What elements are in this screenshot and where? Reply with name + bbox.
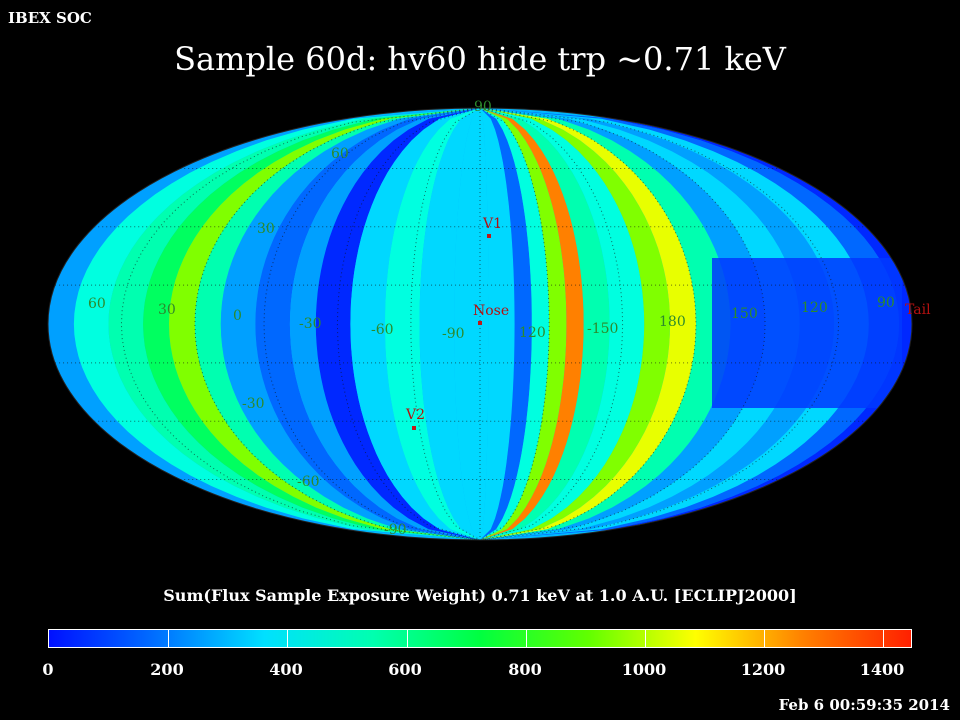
- lat-label-m60: -60: [297, 474, 320, 490]
- meridian-line: [479, 108, 840, 540]
- flux-band: [480, 108, 671, 540]
- flux-band: [350, 108, 480, 540]
- lon-label-90: 90: [877, 295, 895, 311]
- colorbar-separator: [883, 630, 885, 647]
- meridian-line: [120, 108, 481, 540]
- colorbar-tick-600: 600: [388, 660, 422, 679]
- lon-label-m60: -60: [371, 322, 394, 338]
- flux-band: [480, 108, 584, 540]
- v1-marker: [487, 234, 491, 238]
- colorbar-separator: [764, 630, 766, 647]
- colorbar-tick-0: 0: [42, 660, 54, 679]
- lat-label-90: 90: [474, 99, 492, 115]
- lat-label-m90: -90: [384, 522, 407, 538]
- flux-band: [255, 108, 480, 540]
- flux-band: [480, 108, 550, 540]
- colorbar-tick-400: 400: [269, 660, 303, 679]
- tail-label: Tail: [905, 302, 931, 318]
- flux-band: [480, 108, 515, 540]
- lon-label-30: 30: [158, 302, 176, 318]
- flux-band: [480, 108, 610, 540]
- meridian-line: [479, 108, 550, 540]
- lat-label-30: 30: [257, 221, 275, 237]
- meridian-line: [263, 108, 481, 540]
- colorbar-separator: [406, 630, 408, 647]
- flux-band: [480, 108, 731, 540]
- v2-marker: [412, 426, 416, 430]
- lat-label-60: 60: [331, 146, 349, 162]
- lon-label-120a: 120: [519, 325, 546, 341]
- colorbar-separator: [287, 630, 289, 647]
- colorbar-tick-200: 200: [150, 660, 184, 679]
- flux-band: [315, 108, 480, 540]
- meridian-line: [479, 108, 697, 540]
- colorbar-separator: [645, 630, 646, 647]
- org-label: IBEX SOC: [8, 9, 92, 27]
- flux-band: [419, 108, 480, 540]
- map-title: Sample 60d: hv60 hide trp ~0.71 keV: [174, 40, 786, 78]
- v1-label: V1: [482, 216, 502, 232]
- colorbar-separator: [168, 630, 170, 647]
- meridian-line: [410, 108, 481, 540]
- colorbar-tick-1000: 1000: [621, 660, 667, 679]
- meridian-line: [479, 108, 766, 540]
- nose-marker: [478, 321, 482, 325]
- colorbar: [48, 629, 912, 648]
- lon-label-180: 180: [659, 314, 686, 330]
- flux-band: [480, 108, 645, 540]
- low-flux-region: [712, 258, 902, 408]
- timestamp: Feb 6 00:59:35 2014: [778, 696, 950, 714]
- flux-band: [480, 108, 567, 540]
- lon-label-0: 0: [233, 308, 242, 324]
- lon-label-60: 60: [88, 296, 106, 312]
- nose-label: Nose: [473, 303, 509, 319]
- lon-label-120b: 120: [801, 300, 828, 316]
- lon-label-m90: -90: [442, 326, 465, 342]
- colorbar-separator: [525, 630, 527, 647]
- v2-label: V2: [405, 407, 425, 423]
- meridian-line: [194, 108, 481, 540]
- flux-band: [385, 108, 480, 540]
- lon-label-m30: -30: [299, 316, 322, 332]
- flux-band: [480, 108, 532, 540]
- colorbar-tick-1400: 1400: [859, 660, 905, 679]
- colorbar-tick-800: 800: [508, 660, 542, 679]
- colorbar-tick-1200: 1200: [740, 660, 786, 679]
- lat-label-m30: -30: [242, 396, 265, 412]
- colorbar-title: Sum(Flux Sample Exposure Weight) 0.71 ke…: [163, 586, 797, 605]
- lon-label-m150: -150: [587, 321, 618, 337]
- flux-band: [289, 108, 480, 540]
- lon-label-150: 150: [731, 306, 758, 322]
